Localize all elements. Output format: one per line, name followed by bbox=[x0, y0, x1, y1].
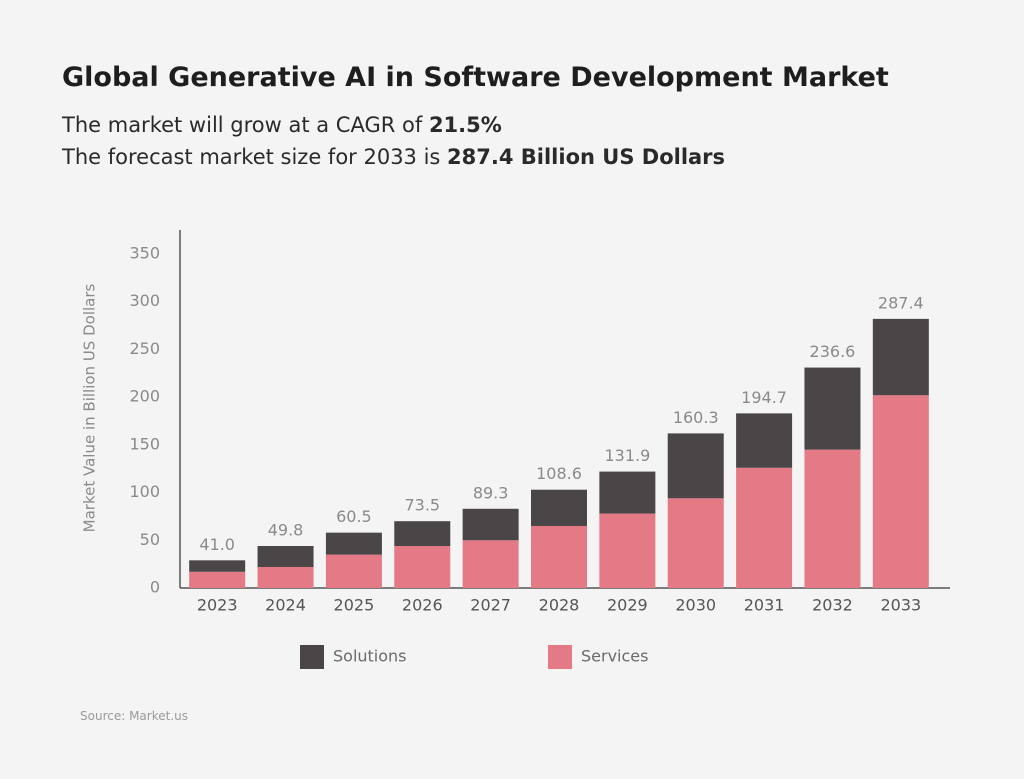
bar-segment bbox=[189, 571, 246, 588]
total-label: 49.8 bbox=[268, 521, 304, 540]
y-tick-label: 0 bbox=[150, 578, 160, 597]
bar-segment bbox=[531, 525, 587, 588]
bar-segment bbox=[667, 433, 724, 499]
legend-swatch bbox=[300, 645, 324, 669]
x-tick-label: 2024 bbox=[265, 596, 306, 615]
bar-segment bbox=[257, 567, 314, 588]
bar-segment bbox=[394, 521, 451, 547]
x-tick-label: 2032 bbox=[812, 596, 853, 615]
x-tick-label: 2023 bbox=[197, 596, 238, 615]
x-tick-label: 2026 bbox=[402, 596, 443, 615]
total-label: 73.5 bbox=[404, 496, 440, 515]
subtitle: The forecast market size for 2033 is 287… bbox=[62, 145, 725, 169]
total-label: 89.3 bbox=[473, 483, 509, 502]
total-label: 60.5 bbox=[336, 507, 372, 526]
legend-label: Services bbox=[581, 647, 648, 666]
total-label: 108.6 bbox=[536, 464, 582, 483]
y-tick-label: 50 bbox=[140, 530, 160, 549]
total-label: 160.3 bbox=[673, 408, 719, 427]
bar-segment bbox=[462, 508, 519, 541]
total-label: 41.0 bbox=[199, 535, 235, 554]
bar-segment bbox=[325, 554, 382, 588]
subtitle-bold: 21.5% bbox=[428, 113, 502, 137]
bar-segment bbox=[394, 546, 451, 588]
chart-title: Global Generative AI in Software Develop… bbox=[62, 62, 889, 93]
bar-segment bbox=[531, 489, 587, 526]
x-tick-label: 2030 bbox=[675, 596, 716, 615]
bar-segment bbox=[462, 540, 519, 588]
y-tick-label: 150 bbox=[129, 434, 160, 453]
x-tick-label: 2033 bbox=[880, 596, 921, 615]
subtitle-bold: 287.4 Billion US Dollars bbox=[447, 145, 726, 169]
bar-segment bbox=[804, 449, 861, 588]
y-tick-label: 250 bbox=[129, 339, 160, 358]
total-label: 236.6 bbox=[810, 342, 856, 361]
bar-segment bbox=[667, 498, 724, 588]
bar-segment bbox=[736, 413, 793, 468]
legend-label: Solutions bbox=[333, 647, 407, 666]
x-tick-label: 2031 bbox=[744, 596, 785, 615]
y-tick-label: 300 bbox=[129, 291, 160, 310]
bar-segment bbox=[257, 546, 314, 568]
subtitle-text: The forecast market size for 2033 is bbox=[62, 145, 448, 169]
bar-segment bbox=[736, 467, 793, 588]
bar-segment bbox=[599, 471, 656, 514]
subtitle: The market will grow at a CAGR of 21.5% bbox=[62, 113, 502, 137]
y-axis-label: Market Value in Billion US Dollars bbox=[81, 283, 99, 532]
bar-segment bbox=[325, 532, 382, 555]
x-tick-label: 2027 bbox=[470, 596, 511, 615]
x-tick-label: 2029 bbox=[607, 596, 648, 615]
y-tick-label: 200 bbox=[129, 387, 160, 406]
bar-segment bbox=[189, 560, 246, 572]
bar-segment bbox=[804, 367, 861, 450]
y-tick-label: 350 bbox=[129, 244, 160, 263]
legend-swatch bbox=[548, 645, 572, 669]
total-label: 287.4 bbox=[878, 293, 924, 312]
bar-segment bbox=[599, 513, 656, 588]
x-tick-label: 2028 bbox=[539, 596, 580, 615]
subtitle-text: The market will grow at a CAGR of bbox=[62, 113, 429, 137]
total-label: 131.9 bbox=[604, 446, 650, 465]
y-tick-label: 100 bbox=[129, 482, 160, 501]
source: Source: Market.us bbox=[80, 709, 188, 723]
bar-segment bbox=[872, 318, 929, 396]
bar-segment bbox=[872, 395, 929, 588]
total-label: 194.7 bbox=[741, 388, 787, 407]
x-tick-label: 2025 bbox=[334, 596, 375, 615]
